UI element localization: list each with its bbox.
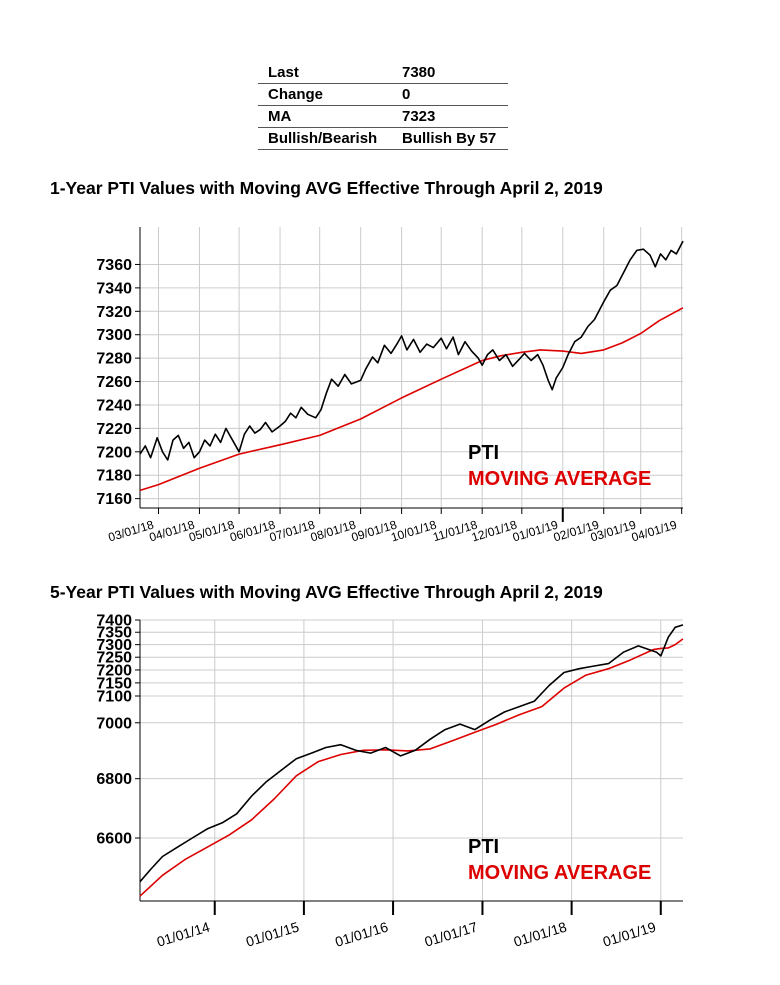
y-tick-label: 6600 bbox=[96, 830, 132, 847]
y-tick-label: 7300 bbox=[96, 637, 132, 654]
y-tick-label: 7200 bbox=[96, 662, 132, 679]
y-tick-label: 7160 bbox=[96, 491, 132, 508]
x-tick-label: 01/01/16 bbox=[333, 919, 390, 950]
y-tick-label: 7320 bbox=[96, 304, 132, 321]
legend-moving-average: MOVING AVERAGE bbox=[468, 468, 651, 490]
summary-key: Change bbox=[258, 83, 396, 106]
summary-key: MA bbox=[258, 105, 396, 128]
summary-key: Bullish/Bearish bbox=[258, 127, 396, 150]
y-tick-label: 7240 bbox=[96, 397, 132, 414]
summary-key: Last bbox=[258, 62, 396, 84]
summary-row: Change 0 bbox=[258, 83, 508, 106]
y-tick-label: 7260 bbox=[96, 374, 132, 391]
summary-value: Bullish By 57 bbox=[396, 127, 508, 150]
y-tick-label: 7100 bbox=[96, 688, 132, 705]
summary-row: Last 7380 bbox=[258, 62, 508, 84]
x-tick-label: 01/01/18 bbox=[512, 919, 569, 950]
chart-1: 7160 7180 7200 7220 7240 7260 7280 7300 7320 7340… bbox=[96, 227, 684, 545]
y-tick-label: 7220 bbox=[96, 421, 132, 438]
legend-pti: PTI bbox=[468, 836, 499, 858]
y-tick-label: 7280 bbox=[96, 351, 132, 368]
pti-line bbox=[139, 240, 684, 461]
summary-body: Last 7380 Change 0 MA 7323 Bullish/Bearish Bull… bbox=[258, 62, 508, 150]
summary-row: Bullish/Bearish Bullish By 57 bbox=[258, 127, 508, 150]
x-tick-label: 01/01/15 bbox=[244, 919, 301, 950]
moving-average-line bbox=[139, 638, 684, 897]
y-tick-label: 7250 bbox=[96, 650, 132, 667]
moving-average-line bbox=[139, 307, 684, 492]
summary-value: 7380 bbox=[396, 62, 508, 84]
y-tick-label: 7400 bbox=[96, 613, 132, 630]
summary-value: 0 bbox=[396, 83, 508, 106]
summary-row: MA 7323 bbox=[258, 105, 508, 128]
legend-moving-average: MOVING AVERAGE bbox=[468, 862, 651, 884]
pti-line bbox=[139, 624, 684, 883]
y-tick-label: 7150 bbox=[96, 675, 132, 692]
summary-value: 7323 bbox=[396, 105, 508, 128]
x-tick-label: 04/01/19 bbox=[630, 517, 679, 544]
y-tick-label: 7180 bbox=[96, 468, 132, 485]
summary-table: Last 7380 Change 0 MA 7323 Bullish/Bearish Bull… bbox=[258, 62, 508, 150]
y-tick-label: 7360 bbox=[96, 257, 132, 274]
x-tick-label: 01/01/14 bbox=[155, 919, 212, 950]
x-tick-label: 01/01/19 bbox=[601, 919, 658, 950]
y-tick-label: 7300 bbox=[96, 327, 132, 344]
y-tick-label: 7000 bbox=[96, 715, 132, 732]
chart-1-title: 1-Year PTI Values with Moving AVG Effect… bbox=[50, 178, 603, 198]
chart-2-title: 5-Year PTI Values with Moving AVG Effect… bbox=[50, 582, 603, 602]
y-tick-label: 7340 bbox=[96, 280, 132, 297]
legend-pti: PTI bbox=[468, 442, 499, 464]
chart-2: 6600 6800 7000 7100715072007250730073507400… bbox=[96, 613, 684, 950]
y-tick-label: 7350 bbox=[96, 625, 132, 642]
y-tick-label: 7200 bbox=[96, 444, 132, 461]
x-tick-label: 01/01/17 bbox=[423, 919, 480, 950]
y-tick-label: 6800 bbox=[96, 771, 132, 788]
